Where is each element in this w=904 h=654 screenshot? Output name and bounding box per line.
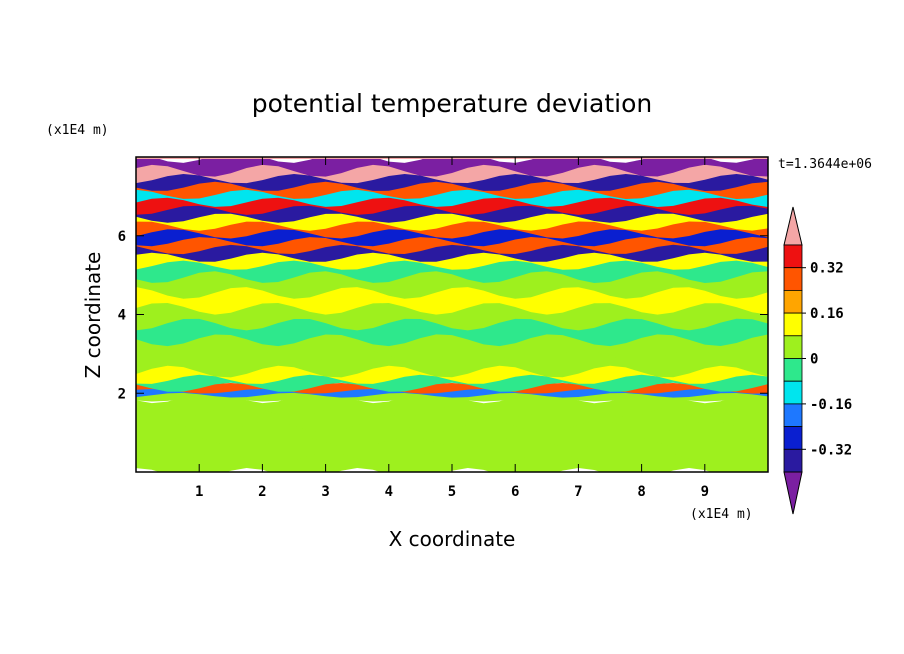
colorbar: 0.32 0.16 0 -0.16 -0.32 [783,206,852,515]
y-axis-label: Z coordinate [81,252,105,379]
contour-band [136,179,768,199]
x-axis: 1 2 3 4 5 6 7 8 9 [195,157,709,500]
colorbar-min-arrow [783,471,803,515]
colorbar-swatch [783,403,803,427]
contour-band [136,419,768,449]
colorbar-swatch [783,335,803,359]
contour-band [136,235,768,255]
contour-band [136,301,768,331]
colorbar-swatch [783,244,803,269]
x-tick-label: 9 [701,484,709,500]
contour-field [136,157,768,472]
y-axis: 2 4 6 [118,229,768,402]
colorbar-swatch [783,380,803,405]
x-tick-label: 2 [258,484,266,500]
contour-band [136,157,768,177]
colorbar-swatch [783,312,803,337]
contour-band [136,332,768,362]
contour-band [136,316,768,347]
contour-band [136,250,768,270]
contour-band [136,434,768,465]
y-tick-label: 4 [118,308,126,324]
colorbar-swatch [783,267,803,291]
colorbar-label: -0.16 [810,397,852,413]
contour-band [136,242,768,262]
contour-band [136,285,768,315]
x-tick-label: 4 [385,484,393,500]
contour-band [136,372,768,392]
colorbar-swatch [783,289,803,314]
colorbar-swatch [783,426,803,450]
chart-title: potential temperature deviation [252,89,652,118]
contour-band [136,187,768,207]
y-unit-label: (x1E4 m) [46,123,109,138]
colorbar-label: 0.32 [810,261,844,277]
contour-band [136,450,768,472]
time-label: t=1.3644e+06 [778,157,872,172]
x-axis-label: X coordinate [389,527,516,551]
colorbar-max-arrow [783,206,803,246]
contour-band [136,257,768,283]
x-tick-label: 1 [195,484,203,500]
x-tick-label: 8 [637,484,645,500]
colorbar-label: 0 [810,352,818,368]
x-tick-label: 7 [574,484,582,500]
x-tick-label: 6 [511,484,519,500]
colorbar-label: -0.32 [810,442,852,458]
colorbar-swatch [783,358,803,382]
x-tick-label: 5 [448,484,456,500]
colorbar-swatch [783,448,803,473]
contour-band [136,211,768,231]
contour-band [136,164,768,184]
colorbar-label: 0.16 [810,306,844,322]
y-tick-label: 2 [118,386,126,402]
contour-band [136,403,768,433]
x-tick-label: 3 [321,484,329,500]
x-unit-label: (x1E4 m) [690,507,753,522]
y-tick-label: 6 [118,229,126,245]
